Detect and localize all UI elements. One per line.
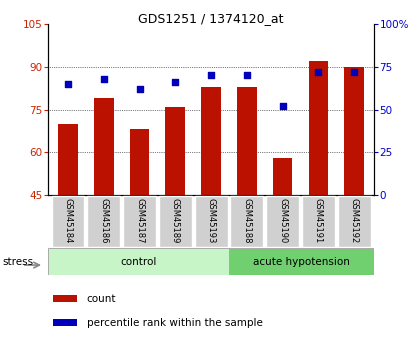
FancyBboxPatch shape (52, 196, 84, 247)
Point (65, 81, 71, 87)
FancyBboxPatch shape (87, 196, 120, 247)
Bar (58, 124, 78, 195)
Point (351, 69, 357, 75)
Text: GSM45189: GSM45189 (171, 198, 180, 243)
FancyBboxPatch shape (194, 196, 228, 247)
Text: GSM45184: GSM45184 (63, 198, 73, 243)
Point (208, 73, 215, 78)
Bar (165, 107, 185, 195)
Bar (53, 295, 76, 303)
Text: GSM45191: GSM45191 (314, 198, 323, 243)
FancyBboxPatch shape (302, 196, 335, 247)
Bar (130, 129, 150, 195)
Text: acute hypotension: acute hypotension (253, 257, 350, 267)
FancyBboxPatch shape (338, 196, 370, 247)
Point (100, 76, 107, 81)
Bar (94, 98, 113, 195)
Text: GSM45188: GSM45188 (242, 198, 251, 243)
Bar (273, 158, 292, 195)
Bar (309, 61, 328, 195)
FancyBboxPatch shape (159, 196, 192, 247)
Text: control: control (121, 257, 157, 267)
Text: percentile rank within the sample: percentile rank within the sample (87, 318, 262, 328)
Text: GSM45186: GSM45186 (99, 198, 108, 243)
FancyBboxPatch shape (266, 196, 299, 247)
Text: count: count (87, 294, 116, 304)
Text: GSM45192: GSM45192 (349, 198, 359, 243)
Text: GSM45187: GSM45187 (135, 198, 144, 243)
Point (315, 69, 322, 75)
Point (244, 73, 250, 78)
Bar (344, 67, 364, 195)
Bar (201, 87, 221, 195)
FancyBboxPatch shape (123, 196, 156, 247)
Text: GDS1251 / 1374120_at: GDS1251 / 1374120_at (138, 12, 284, 25)
Point (279, 104, 286, 109)
FancyBboxPatch shape (48, 248, 229, 275)
Point (172, 79, 178, 85)
Text: GSM45190: GSM45190 (278, 198, 287, 243)
Point (136, 86, 143, 92)
FancyBboxPatch shape (229, 248, 374, 275)
Bar (237, 87, 257, 195)
Text: GSM45193: GSM45193 (207, 198, 215, 243)
Text: stress: stress (2, 257, 33, 267)
FancyBboxPatch shape (230, 196, 263, 247)
Bar (53, 319, 76, 326)
